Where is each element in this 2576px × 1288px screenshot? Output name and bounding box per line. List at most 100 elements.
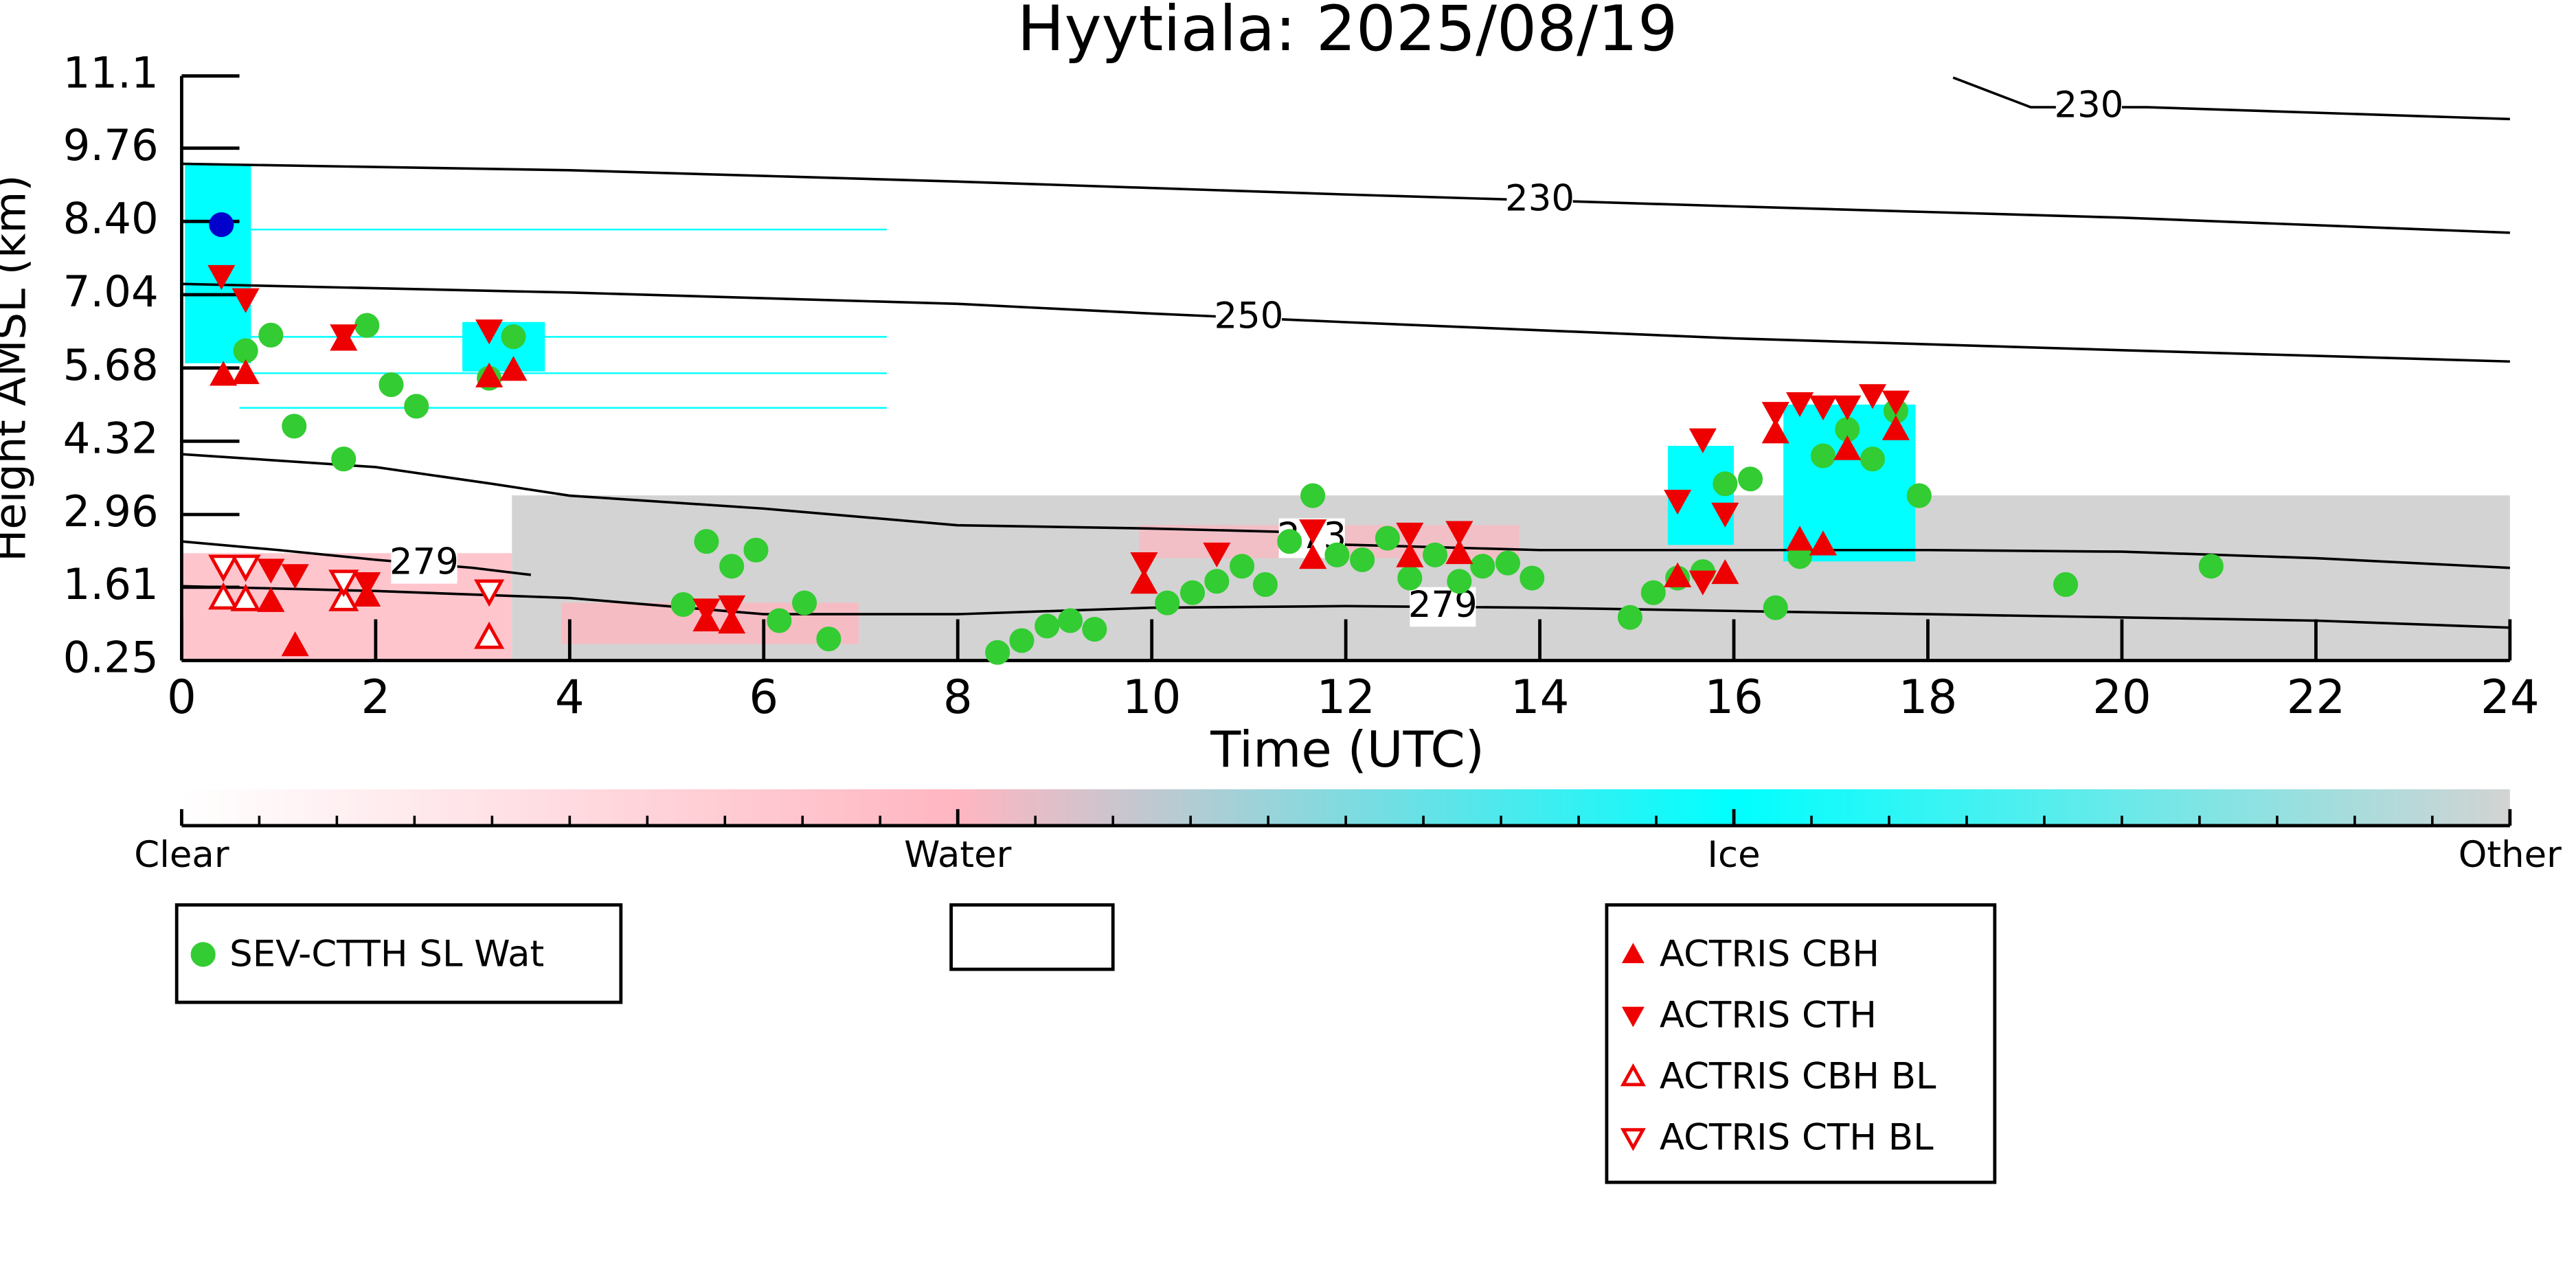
data-point: [1688, 428, 1717, 453]
data-point: [1833, 435, 1862, 460]
data-point: [233, 338, 258, 363]
data-point: [1809, 530, 1838, 556]
data-point: [1711, 558, 1739, 585]
x-axis-label: Time (UTC): [1210, 721, 1484, 779]
data-point: [1299, 519, 1327, 545]
y-tick-label: 5.68: [63, 340, 159, 390]
legend-box: [1605, 903, 1997, 1184]
data-point: [1906, 483, 1932, 508]
colorbar-label: Ice: [1707, 834, 1760, 876]
contour-label-bg: [1215, 297, 1282, 338]
contour-label: 279: [389, 541, 459, 583]
data-point: [743, 537, 769, 563]
legend-marker: [1621, 1006, 1645, 1028]
data-point: [694, 529, 719, 554]
data-point: [208, 554, 239, 583]
data-point: [231, 359, 260, 385]
data-point: [328, 583, 359, 611]
contour-label-bg: [391, 543, 457, 584]
data-point: [1664, 489, 1692, 515]
data-point: [499, 356, 528, 381]
data-point: [281, 564, 309, 589]
data-point: [230, 583, 261, 611]
legend-marker: [1620, 1063, 1646, 1087]
data-point: [230, 554, 261, 583]
legend-label: ACTRIS CBH BL: [1660, 1055, 1936, 1097]
x-tick-label: 10: [1122, 670, 1182, 724]
data-point: [1640, 580, 1666, 605]
contour-line: [181, 585, 2510, 629]
data-point: [1082, 617, 1107, 642]
y-tick-label: 2.96: [63, 486, 159, 536]
x-tick-label: 8: [943, 670, 973, 724]
data-point: [404, 394, 429, 419]
data-point: [767, 608, 792, 633]
data-point: [1786, 392, 1814, 418]
data-point: [1130, 569, 1158, 594]
data-point: [1447, 569, 1472, 594]
contour-label-bg: [1410, 587, 1476, 627]
y-tick-label: 8.40: [63, 193, 159, 243]
data-point: [208, 582, 239, 610]
data-point: [1882, 415, 1910, 440]
data-point: [1810, 443, 1835, 468]
data-point: [473, 621, 505, 649]
colorbar-label: Water: [904, 834, 1012, 876]
data-point: [1299, 544, 1327, 569]
data-point: [1179, 580, 1206, 605]
data-point: [1786, 526, 1814, 551]
data-point: [210, 361, 238, 386]
data-point: [475, 362, 504, 387]
x-tick-label: 2: [361, 670, 390, 724]
y-tick-label: 7.04: [63, 267, 159, 317]
contour-label-bg: [2055, 87, 2123, 127]
data-point: [1203, 542, 1231, 567]
y-tick-label: 4.32: [63, 413, 159, 463]
data-point: [475, 319, 504, 345]
contour-line: [181, 162, 2510, 234]
data-point: [1350, 547, 1375, 572]
data-point: [1664, 562, 1692, 587]
data-point: [2198, 554, 2224, 579]
data-point: [1763, 595, 1788, 620]
y-tick-label: 11.1: [63, 48, 159, 98]
data-point: [1445, 539, 1473, 565]
data-point: [330, 324, 358, 350]
data-point: [1035, 613, 1060, 639]
data-point: [209, 212, 234, 238]
data-point: [1155, 590, 1180, 615]
legend-box: [174, 903, 623, 1004]
mask-ice: [185, 165, 251, 363]
data-point: [1229, 554, 1255, 579]
data-point: [719, 554, 745, 579]
x-tick-label: 0: [167, 670, 196, 724]
data-point: [816, 626, 841, 652]
data-point: [1470, 554, 1495, 579]
data-point: [1688, 570, 1717, 596]
y-tick-label: 1.61: [63, 559, 159, 609]
data-point: [231, 288, 260, 313]
cloud-mask: [181, 165, 2510, 661]
x-tick-label: 12: [1316, 670, 1375, 724]
data-point: [1617, 605, 1642, 630]
data-point: [792, 590, 817, 615]
data-point: [257, 558, 285, 584]
data-point: [1445, 521, 1473, 546]
data-point: [1204, 569, 1230, 594]
contour-label: 230: [2054, 84, 2123, 126]
data-point: [1711, 502, 1739, 528]
data-point: [2053, 572, 2079, 597]
data-point: [1761, 418, 1789, 444]
data-point: [1761, 402, 1789, 427]
data-point: [353, 572, 381, 598]
data-point: [207, 264, 236, 291]
contour-label-bg: [1506, 180, 1573, 221]
data-point: [281, 631, 309, 657]
y-tick-label: 0.25: [63, 633, 159, 683]
contour-line: [1952, 76, 2510, 121]
data-point: [354, 313, 380, 338]
data-point: [331, 447, 357, 472]
data-point: [670, 591, 696, 618]
